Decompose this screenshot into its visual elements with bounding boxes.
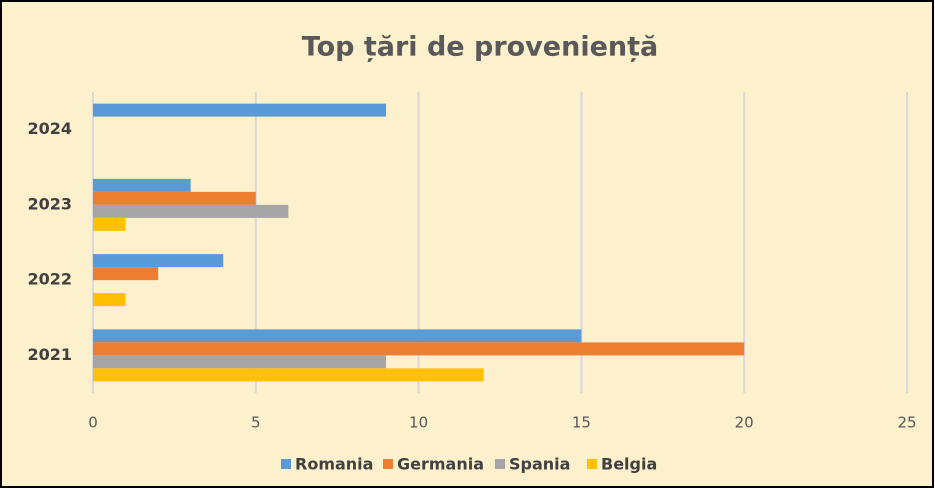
x-tick-label: 20 [735,414,754,432]
bar [93,103,387,117]
y-tick-label: 2024 [27,119,72,138]
bar [93,178,191,192]
y-tick-label: 2021 [27,345,72,364]
x-tick-label: 15 [572,414,591,432]
legend-swatch [587,459,597,469]
legend-label: Belgia [601,455,657,474]
bar [93,191,256,205]
legend-swatch [383,459,393,469]
bar [93,342,745,356]
bar [93,254,224,268]
legend-label: Spania [509,455,570,474]
bar [93,355,387,369]
bar [93,368,484,382]
x-tick-label: 10 [409,414,428,432]
y-tick-label: 2023 [27,194,72,213]
x-tick-label: 0 [88,414,98,432]
chart-title: Top țări de proveniență [302,32,658,63]
bar [93,217,126,231]
legend-label: Germania [397,455,484,474]
legend-swatch [495,459,505,469]
bar [93,267,159,281]
legend-swatch [281,459,291,469]
bar [93,293,126,307]
x-tick-label: 5 [251,414,261,432]
bar [93,329,582,343]
bar [93,204,289,218]
y-tick-label: 2022 [27,270,72,289]
x-tick-label: 25 [897,414,916,432]
legend-label: Romania [295,455,373,474]
